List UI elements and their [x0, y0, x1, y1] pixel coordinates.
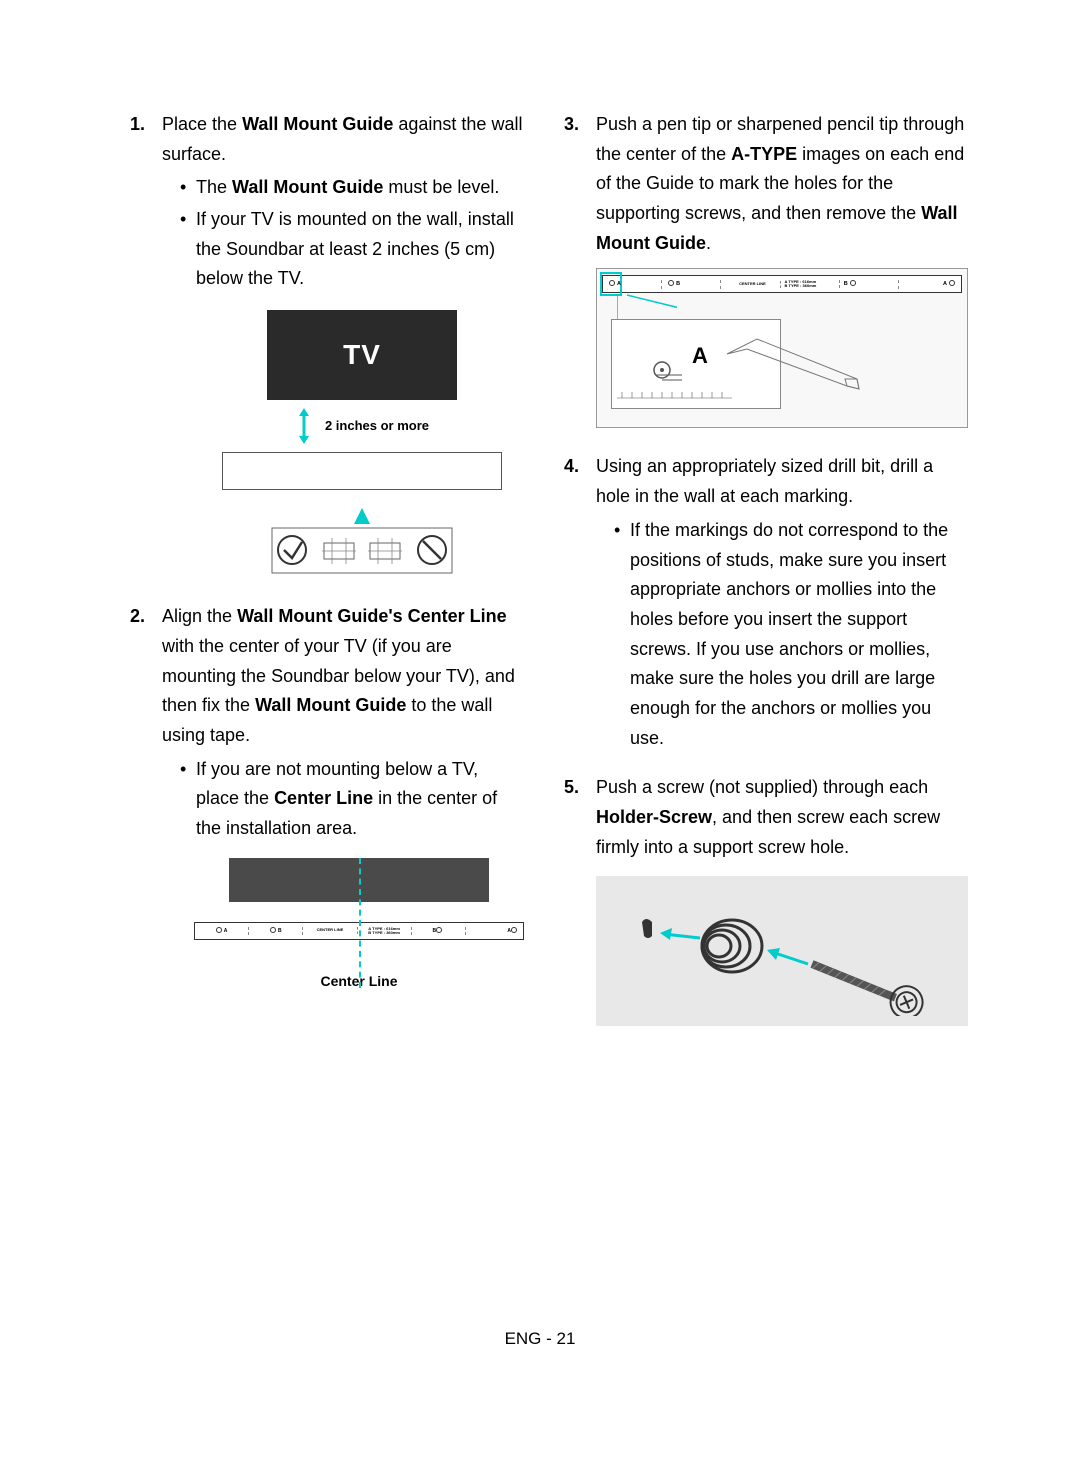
- step-4-number: 4.: [564, 452, 579, 482]
- gap-label: 2 inches or more: [325, 415, 429, 436]
- step-4: 4. Using an appropriately sized drill bi…: [564, 452, 968, 753]
- left-column: 1. Place the Wall Mount Guide against th…: [130, 110, 524, 1046]
- step-3: 3. Push a pen tip or sharpened pencil ti…: [564, 110, 968, 428]
- center-line-indicator: [359, 858, 361, 988]
- step-2-text: Align the Wall Mount Guide's Center Line…: [162, 606, 515, 745]
- page-content: 1. Place the Wall Mount Guide against th…: [0, 0, 1080, 1046]
- step-3-text: Push a pen tip or sharpened pencil tip t…: [596, 114, 964, 253]
- step-2: 2. Align the Wall Mount Guide's Center L…: [130, 602, 524, 993]
- step-1-bullet-2: If your TV is mounted on the wall, insta…: [180, 205, 524, 294]
- mount-plate-illustration: [222, 508, 502, 578]
- page-footer: ENG - 21: [0, 1329, 1080, 1349]
- step-1-number: 1.: [130, 110, 145, 140]
- step-3-number: 3.: [564, 110, 579, 140]
- step-1-text: Place the Wall Mount Guide against the w…: [162, 114, 522, 164]
- tv-box: TV: [267, 310, 457, 400]
- gap-arrow-icon: [295, 408, 313, 444]
- zoom-a-label: A: [692, 338, 708, 374]
- soundbar-outline: [222, 452, 502, 490]
- step-1-bullet-1: The Wall Mount Guide must be level.: [180, 173, 524, 203]
- step-1: 1. Place the Wall Mount Guide against th…: [130, 110, 524, 578]
- step-2-number: 2.: [130, 602, 145, 632]
- right-column: 3. Push a pen tip or sharpened pencil ti…: [564, 110, 968, 1046]
- tv-diagram: TV 2 inches or more: [222, 310, 502, 578]
- step-5-number: 5.: [564, 773, 579, 803]
- step-5-text: Push a screw (not supplied) through each…: [596, 777, 940, 856]
- a-type-diagram: A B CENTER LINE A TYPE : 616mm B TYPE : …: [596, 268, 968, 428]
- step-4-text: Using an appropriately sized drill bit, …: [596, 456, 933, 506]
- step-4-bullet-1: If the markings do not correspond to the…: [614, 516, 968, 754]
- step-2-bullet-1: If you are not mounting below a TV, plac…: [180, 755, 524, 844]
- tv-label: TV: [343, 332, 381, 378]
- step-5: 5. Push a screw (not supplied) through e…: [564, 773, 968, 1026]
- screw-diagram: [596, 876, 968, 1026]
- pencil-icon: [717, 334, 877, 404]
- center-line-diagram: A B CENTER LINE A TYPE : 616mm B TYPE : …: [194, 858, 524, 993]
